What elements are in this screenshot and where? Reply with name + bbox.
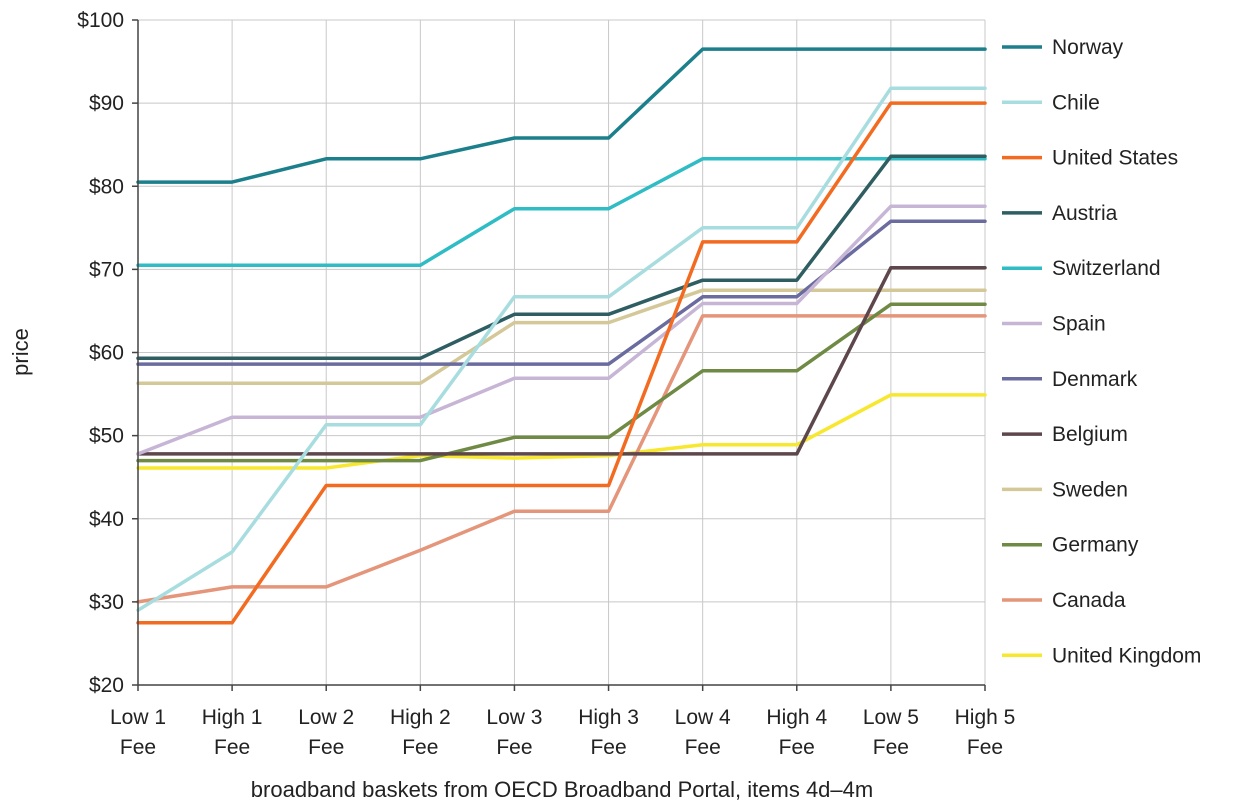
x-tick-label-line: Low 5	[863, 706, 919, 729]
legend-label-canada: Canada	[1052, 589, 1126, 612]
y-tick-label: $90	[89, 92, 124, 115]
x-tick-label-line: Fee	[873, 736, 909, 759]
x-tick-label-line: Low 2	[298, 706, 354, 729]
y-axis-title: price	[8, 328, 33, 376]
legend-label-spain: Spain	[1052, 313, 1106, 336]
y-tick-label: $60	[89, 342, 124, 365]
x-tick-label: Low 2 Fee	[298, 706, 354, 759]
x-tick-label-line: Fee	[120, 736, 156, 759]
legend-label-denmark: Denmark	[1052, 368, 1138, 391]
x-tick-label: Low 3 Fee	[486, 706, 542, 759]
legend-label-norway: Norway	[1052, 36, 1124, 59]
legend-label-chile: Chile	[1052, 91, 1100, 114]
x-tick-label-line: Fee	[590, 736, 626, 759]
x-tick-label-line: Low 3	[486, 706, 542, 729]
series-line-united-kingdom	[136, 393, 987, 470]
x-tick-label: Low 1 Fee	[110, 706, 166, 759]
series-line-sweden	[136, 288, 987, 386]
legend-label-austria: Austria	[1052, 202, 1118, 225]
x-tick-label: High 4 Fee	[766, 706, 827, 759]
legend: Norway Chile United States Austria Switzerla…	[1002, 36, 1201, 667]
series-line-belgium	[136, 265, 987, 456]
legend-label-switzerland: Switzerland	[1052, 257, 1161, 280]
legend-label-sweden: Sweden	[1052, 478, 1128, 501]
x-tick-label: High 1 Fee	[202, 706, 263, 759]
series-line-united-states	[136, 101, 987, 625]
series-line-denmark	[136, 219, 987, 366]
series-line-spain	[136, 204, 987, 456]
x-tick-label-line: Fee	[779, 736, 815, 759]
x-tick-label-line: Fee	[402, 736, 438, 759]
y-tick-labels: $20 $30 $40 $50 $60 $70 $80 $90 $100	[77, 9, 124, 697]
x-tick-label: Low 5 Fee	[863, 706, 919, 759]
x-tick-label: Low 4 Fee	[675, 706, 731, 759]
y-tick-label: $30	[89, 591, 124, 614]
x-tick-label-line: Fee	[308, 736, 344, 759]
x-tick-label-line: Fee	[685, 736, 721, 759]
x-tick-label-line: High 1	[202, 706, 263, 729]
x-tick-label: High 2 Fee	[390, 706, 451, 759]
legend-label-germany: Germany	[1052, 534, 1139, 557]
x-tick-label-line: Low 4	[675, 706, 731, 729]
x-tick-label-line: High 4	[766, 706, 827, 729]
series-line-austria	[136, 154, 987, 361]
grid	[137, 19, 986, 686]
legend-label-united-kingdom: United Kingdom	[1052, 644, 1201, 667]
x-tick-label-line: Fee	[214, 736, 250, 759]
series-line-chile	[136, 86, 987, 612]
series-line-germany	[136, 302, 987, 463]
x-tick-label-line: Fee	[967, 736, 1003, 759]
y-tick-label: $20	[89, 674, 124, 697]
x-tick-label: High 3 Fee	[578, 706, 639, 759]
x-tick-label-line: High 5	[955, 706, 1016, 729]
legend-label-united-states: United States	[1052, 147, 1178, 170]
x-tick-label: High 5 Fee	[955, 706, 1016, 759]
x-tick-label-line: High 3	[578, 706, 639, 729]
series-line-norway	[136, 47, 987, 184]
axes	[132, 19, 986, 691]
y-tick-label: $70	[89, 258, 124, 281]
y-tick-label: $50	[89, 425, 124, 448]
x-tick-labels: Low 1 Fee High 1 Fee Low 2 Fee High 2 Fee Low 3 F…	[110, 706, 1015, 759]
x-tick-label-line: High 2	[390, 706, 451, 729]
x-axis-title: broadband baskets from OECD Broadband Po…	[251, 777, 873, 802]
y-tick-label: $80	[89, 175, 124, 198]
x-tick-label-line: Fee	[496, 736, 532, 759]
series-lines	[136, 47, 987, 625]
series-line-canada	[136, 314, 987, 604]
legend-label-belgium: Belgium	[1052, 423, 1128, 446]
y-tick-label: $100	[77, 9, 124, 32]
x-tick-label-line: Low 1	[110, 706, 166, 729]
y-tick-label: $40	[89, 508, 124, 531]
